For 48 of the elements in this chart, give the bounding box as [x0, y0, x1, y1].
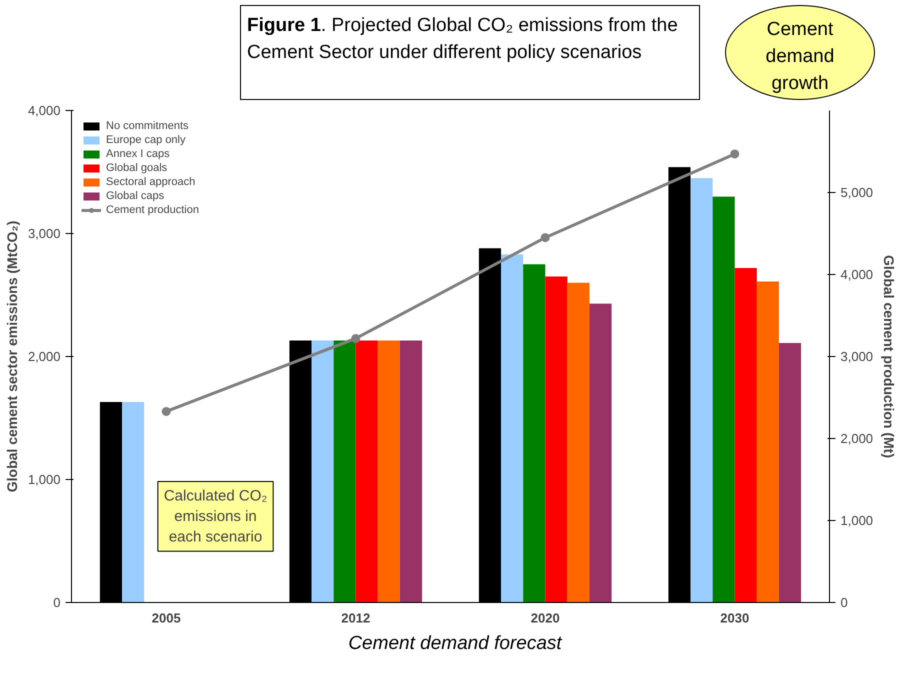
x-tick-label: 2005 — [152, 610, 181, 626]
legend-label: Europe cap only — [106, 134, 186, 146]
legend-label: Annex I caps — [106, 148, 170, 160]
chart-title: Figure 1. Projected Global CO₂ emissions from the Cement Sector under different policy scenarios — [247, 14, 679, 66]
legend-label: Sectoral approach — [106, 176, 196, 188]
legend-label: Cement production — [106, 204, 199, 216]
point — [162, 406, 171, 416]
x-tick-label: 2012 — [341, 610, 370, 626]
y2-tick-label: 4,000 — [840, 267, 874, 282]
bar — [756, 281, 779, 602]
bar — [690, 178, 713, 602]
point — [351, 334, 360, 343]
bar — [589, 304, 612, 602]
x-tick-label: 2020 — [530, 610, 560, 626]
bar — [356, 340, 378, 602]
y2-tick-label: 2,000 — [840, 431, 874, 446]
bar — [734, 268, 757, 602]
y2-tick-label: 5,000 — [840, 185, 874, 200]
bar — [523, 264, 546, 602]
x-tick-label: 2030 — [720, 610, 750, 626]
bar — [122, 402, 144, 602]
bar — [312, 340, 334, 602]
bar — [334, 340, 356, 602]
y2-tick-label: 3,000 — [840, 349, 874, 364]
legend-label: No commitments — [106, 120, 189, 132]
bar — [545, 276, 568, 602]
y-tick-label: 2,000 — [28, 349, 61, 364]
y2-axis-title: Global cement production (Mt) — [881, 255, 898, 458]
bar — [567, 282, 590, 602]
y2-tick-label: 1,000 — [840, 513, 874, 528]
annotation: Calculated CO₂ emissions in each scenario — [164, 488, 268, 546]
y-tick-label: 3,000 — [28, 226, 61, 241]
bar — [400, 340, 422, 602]
y-tick-label: 1,000 — [28, 472, 61, 487]
point — [730, 149, 740, 158]
y2-tick-label: 0 — [840, 595, 848, 610]
bar — [378, 340, 400, 602]
point — [540, 233, 550, 242]
text: Cement demand forecast — [348, 632, 562, 656]
legend-label: Global goals — [106, 162, 168, 174]
bar — [501, 254, 524, 602]
y-tick-label: 4,000 — [28, 103, 61, 118]
bar — [712, 196, 735, 602]
legend-label: Global caps — [106, 190, 164, 202]
text: Cement demand growth — [764, 18, 836, 96]
y-tick-label: 0 — [53, 595, 61, 610]
bar — [778, 342, 802, 602]
y-axis-title: Global cement sector emissions (MtCO₂) — [4, 220, 20, 492]
